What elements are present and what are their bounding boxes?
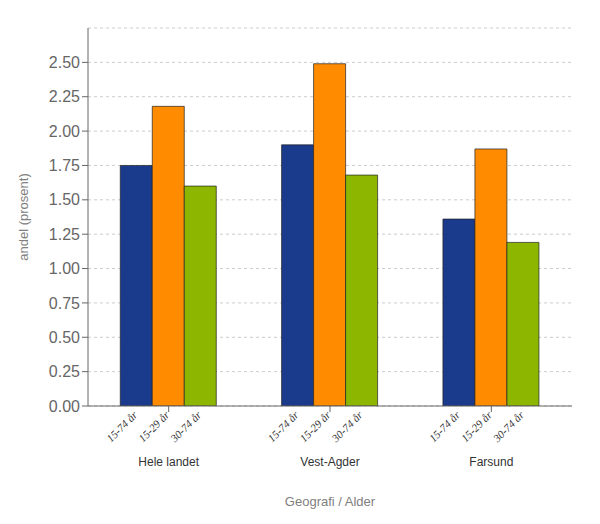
svg-text:Geografi / Alder: Geografi / Alder xyxy=(285,494,376,509)
svg-text:15-74 år: 15-74 år xyxy=(265,408,301,444)
svg-text:andel (prosent): andel (prosent) xyxy=(16,173,31,260)
svg-text:Vest-Agder: Vest-Agder xyxy=(300,455,359,469)
svg-text:15-74 år: 15-74 år xyxy=(427,408,463,444)
svg-text:30-74 år: 30-74 år xyxy=(329,408,366,445)
svg-text:1.75: 1.75 xyxy=(49,157,80,174)
svg-text:0.25: 0.25 xyxy=(49,363,80,380)
svg-text:2.25: 2.25 xyxy=(49,88,80,105)
svg-text:0.75: 0.75 xyxy=(49,295,80,312)
svg-text:30-74 år: 30-74 år xyxy=(490,408,527,445)
svg-text:Farsund: Farsund xyxy=(469,455,513,469)
svg-text:15-29 år: 15-29 år xyxy=(136,408,172,444)
svg-text:15-29 år: 15-29 år xyxy=(459,408,495,444)
svg-text:15-29 år: 15-29 år xyxy=(297,408,333,444)
svg-text:30-74 år: 30-74 år xyxy=(167,408,204,445)
svg-text:0.00: 0.00 xyxy=(49,398,80,415)
svg-text:2.00: 2.00 xyxy=(49,123,80,140)
svg-text:Hele landet: Hele landet xyxy=(138,455,199,469)
svg-text:15-74 år: 15-74 år xyxy=(104,408,140,444)
svg-text:1.25: 1.25 xyxy=(49,226,80,243)
svg-text:1.50: 1.50 xyxy=(49,191,80,208)
svg-text:2.50: 2.50 xyxy=(49,54,80,71)
svg-text:0.50: 0.50 xyxy=(49,329,80,346)
svg-text:1.00: 1.00 xyxy=(49,260,80,277)
